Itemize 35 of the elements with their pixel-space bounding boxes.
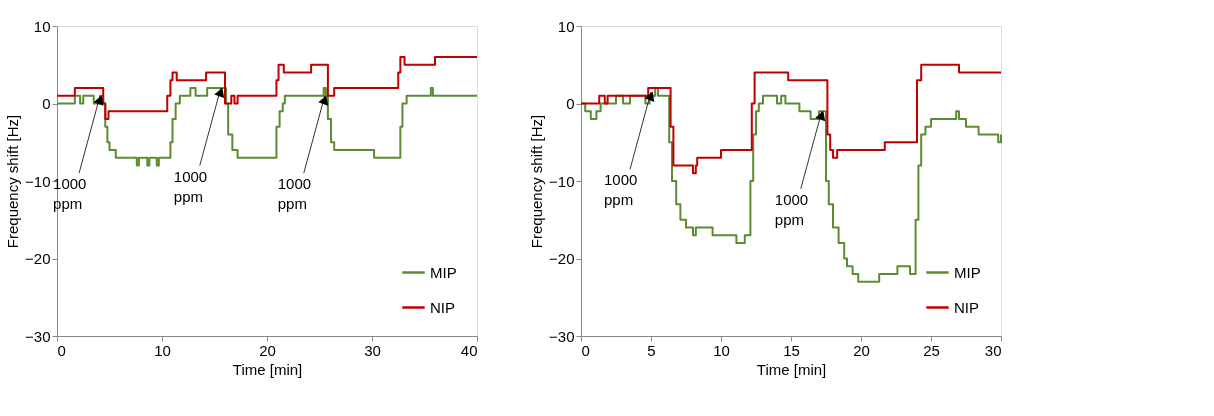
x-tick-label: 10 [154,341,171,359]
y-tick-label: −10 [25,172,51,190]
annotation: 1000 ppm [277,175,312,213]
x-tick-label: 5 [647,341,656,359]
x-tick-label: 10 [713,341,730,359]
y-axis-title: Frequency shift [Hz] [4,114,22,249]
y-tick-label: −20 [549,250,575,267]
x-tick-label: 30 [984,341,1002,359]
y-tick-label: −20 [25,250,51,267]
x-tick-label: 0 [57,341,66,359]
x-tick-label: 40 [460,341,478,359]
y-tick-label: −30 [549,327,575,345]
y-tick-label: 10 [33,17,51,35]
x-tick-label: 20 [853,341,870,359]
x-tick-label: 25 [923,341,940,359]
y-tick-label: 10 [557,17,575,35]
legend-label: NIP [954,298,980,316]
y-tick-label: −10 [549,172,575,190]
annotation: 1000 ppm [53,175,87,213]
annotation: 1000 ppm [173,167,208,205]
annotation: 1000 ppm [774,190,809,228]
legend-label: NIP [430,298,456,316]
x-tick-label: 0 [581,341,590,359]
legend-label: MIP [954,263,981,281]
y-tick-label: 0 [566,95,575,112]
legend-label: MIP [430,263,457,281]
y-axis-title: Frequency shift [Hz] [528,114,546,249]
y-tick-label: 0 [42,95,51,112]
x-tick-label: 20 [259,341,276,359]
x-axis-title: Time [min] [756,360,827,378]
x-axis-title: Time [min] [232,360,303,378]
y-tick-label: −30 [25,327,51,345]
annotation: 1000 ppm [604,171,638,209]
x-tick-label: 30 [364,341,381,359]
x-tick-label: 15 [783,341,800,359]
